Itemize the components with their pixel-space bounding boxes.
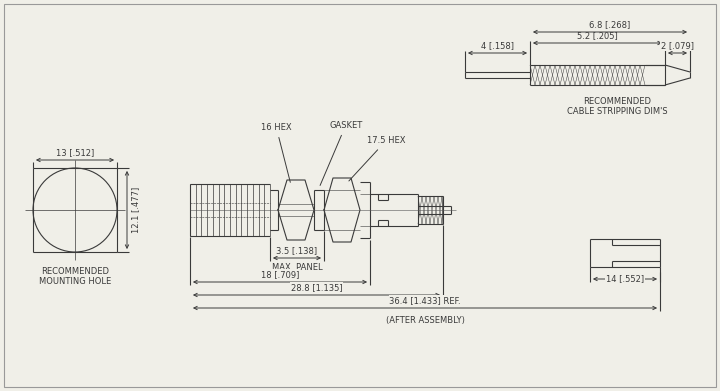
Text: 14 [.552]: 14 [.552] (606, 274, 644, 283)
Text: 3.5 [.138]: 3.5 [.138] (276, 246, 318, 255)
Text: 28.8 [1.135]: 28.8 [1.135] (291, 283, 342, 292)
Text: 17.5 HEX: 17.5 HEX (349, 136, 405, 181)
Text: 6.8 [.268]: 6.8 [.268] (590, 20, 631, 29)
Text: RECOMMENDED
MOUNTING HOLE: RECOMMENDED MOUNTING HOLE (39, 267, 111, 286)
Text: MAX. PANEL: MAX. PANEL (271, 263, 323, 272)
Text: 5.2 [.205]: 5.2 [.205] (577, 31, 618, 40)
Text: 18 [.709]: 18 [.709] (261, 270, 300, 279)
Text: 36.4 [1.433] REF.: 36.4 [1.433] REF. (390, 296, 461, 305)
Text: (AFTER ASSEMBLY): (AFTER ASSEMBLY) (386, 316, 464, 325)
Text: 12.1 [.477]: 12.1 [.477] (131, 187, 140, 233)
Text: 13 [.512]: 13 [.512] (56, 148, 94, 157)
Text: GASKET: GASKET (320, 121, 362, 185)
Text: 2 [.079]: 2 [.079] (661, 41, 694, 50)
Text: RECOMMENDED
CABLE STRIPPING DIM'S: RECOMMENDED CABLE STRIPPING DIM'S (567, 97, 668, 117)
Text: 4 [.158]: 4 [.158] (481, 41, 514, 50)
Text: 16 HEX: 16 HEX (261, 123, 292, 182)
